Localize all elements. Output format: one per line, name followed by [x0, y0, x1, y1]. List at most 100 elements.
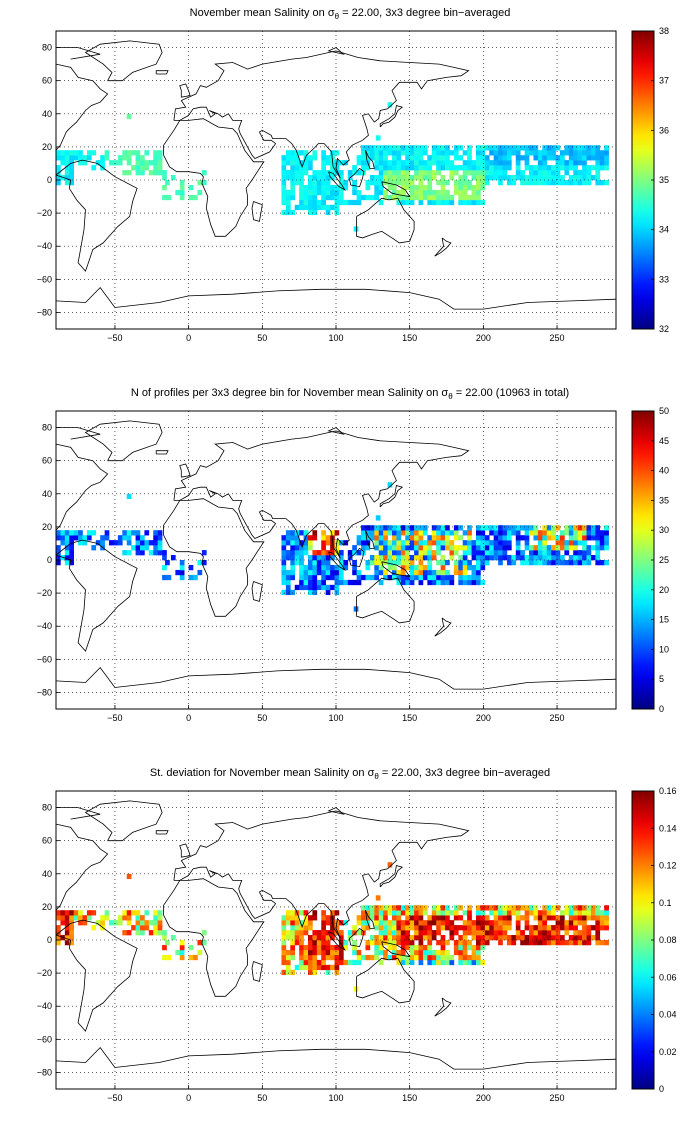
data-bin [356, 579, 362, 586]
data-bin [405, 564, 410, 571]
data-bin [471, 199, 477, 206]
data-bin [431, 194, 437, 201]
data-bin [498, 525, 503, 531]
data-bin [462, 949, 468, 956]
data-bin [352, 925, 357, 931]
data-bin [546, 175, 552, 181]
data-bin [604, 940, 609, 946]
data-bin [104, 155, 110, 161]
data-bin [409, 180, 415, 186]
data-bin [449, 930, 455, 936]
data-bin [436, 194, 441, 201]
data-bin [325, 555, 331, 561]
data-bin [316, 189, 322, 196]
data-bin [537, 555, 543, 561]
data-bin [409, 905, 415, 911]
data-bin [480, 170, 486, 176]
data-bin [316, 584, 322, 591]
data-bin [378, 165, 384, 171]
coastline [365, 150, 375, 169]
data-bin [542, 155, 548, 161]
y-tick-label: 80 [42, 423, 52, 433]
data-bin [440, 569, 446, 576]
data-bin [484, 550, 490, 556]
colorbar-tick-label: 10 [659, 644, 669, 654]
data-bin [308, 954, 313, 961]
data-bin [480, 944, 486, 951]
data-bin [396, 189, 402, 196]
data-bin [290, 944, 296, 951]
data-bin [520, 175, 525, 181]
data-bin [533, 525, 539, 531]
data-bin [352, 949, 357, 956]
data-bin [365, 194, 371, 201]
data-bin [347, 959, 353, 966]
data-bin [157, 915, 163, 921]
data-bin [374, 180, 380, 186]
data-bin [338, 959, 344, 966]
data-bin [69, 930, 74, 936]
data-bin [604, 910, 609, 916]
data-bin [308, 579, 313, 586]
data-bin [498, 155, 503, 161]
data-bin [321, 940, 326, 946]
data-bin [453, 915, 459, 921]
data-bin [369, 150, 375, 156]
data-bin [476, 199, 481, 206]
data-bin [422, 550, 428, 556]
data-bin [458, 574, 464, 581]
data-bin [321, 560, 326, 566]
data-bin [599, 925, 605, 931]
data-bin [546, 555, 552, 561]
data-bin [599, 915, 605, 921]
data-bin [577, 155, 583, 161]
data-bin [56, 560, 61, 566]
data-bin [555, 935, 561, 941]
data-bin [560, 925, 565, 931]
data-bin [374, 940, 380, 946]
data-bin [431, 535, 437, 541]
data-bin [471, 944, 477, 951]
data-bin [153, 155, 158, 161]
data-bin [498, 555, 503, 561]
data-bin [392, 954, 397, 961]
data-bin [383, 525, 388, 531]
colorbar-tick-label: 25 [659, 555, 669, 565]
data-bin [392, 170, 397, 176]
data-bin [577, 555, 583, 561]
data-bin [480, 525, 486, 531]
data-bin [290, 180, 296, 186]
data-bin [458, 569, 464, 576]
data-bin [312, 940, 318, 946]
data-bin [599, 165, 605, 171]
data-bin [595, 560, 601, 566]
data-bin [299, 175, 304, 181]
data-bin [383, 550, 388, 556]
data-bin [308, 155, 313, 161]
data-bin [476, 555, 481, 561]
data-bin [285, 535, 291, 541]
data-bin [462, 940, 468, 946]
data-bin [179, 940, 185, 946]
y-tick-label: −20 [37, 208, 52, 218]
data-bin [378, 189, 384, 196]
data-bin [462, 545, 468, 551]
data-bin [489, 160, 494, 166]
data-bin [338, 574, 344, 581]
data-bin [524, 165, 530, 171]
data-bin [338, 560, 344, 566]
data-bin [387, 194, 393, 201]
data-bin [498, 530, 503, 536]
data-bin [560, 545, 565, 551]
data-bin [290, 555, 296, 561]
data-bin [582, 920, 587, 926]
data-bin [316, 564, 322, 571]
data-bin [436, 915, 441, 921]
data-bin [511, 530, 517, 536]
data-bin [369, 940, 375, 946]
data-bin [418, 160, 424, 166]
data-bin [290, 910, 296, 916]
data-bin [325, 569, 331, 576]
data-bin [325, 540, 331, 546]
data-bin [418, 184, 424, 191]
